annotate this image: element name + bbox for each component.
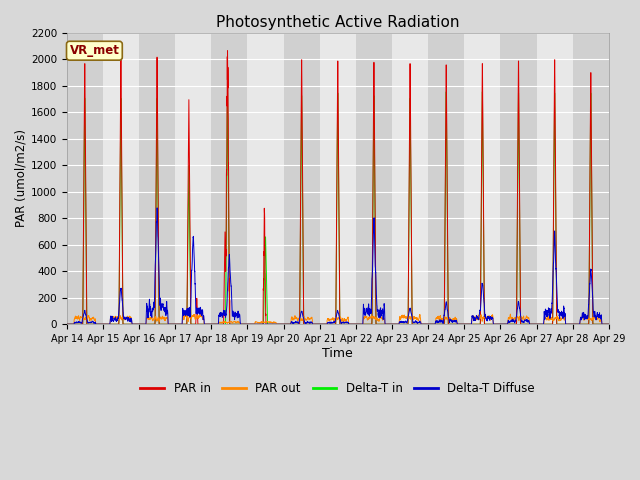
Bar: [500, 33, 536, 324]
Bar: [139, 33, 175, 324]
Bar: [356, 33, 392, 324]
Text: VR_met: VR_met: [70, 44, 119, 57]
Bar: [284, 33, 320, 324]
Bar: [573, 33, 609, 324]
Bar: [392, 33, 428, 324]
Y-axis label: PAR (umol/m2/s): PAR (umol/m2/s): [15, 130, 28, 228]
Bar: [464, 33, 500, 324]
Title: Photosynthetic Active Radiation: Photosynthetic Active Radiation: [216, 15, 460, 30]
Bar: [248, 33, 284, 324]
Bar: [175, 33, 211, 324]
X-axis label: Time: Time: [323, 347, 353, 360]
Bar: [320, 33, 356, 324]
Bar: [428, 33, 464, 324]
Bar: [67, 33, 103, 324]
Legend: PAR in, PAR out, Delta-T in, Delta-T Diffuse: PAR in, PAR out, Delta-T in, Delta-T Dif…: [136, 378, 540, 400]
Bar: [536, 33, 573, 324]
Bar: [103, 33, 139, 324]
Bar: [211, 33, 248, 324]
